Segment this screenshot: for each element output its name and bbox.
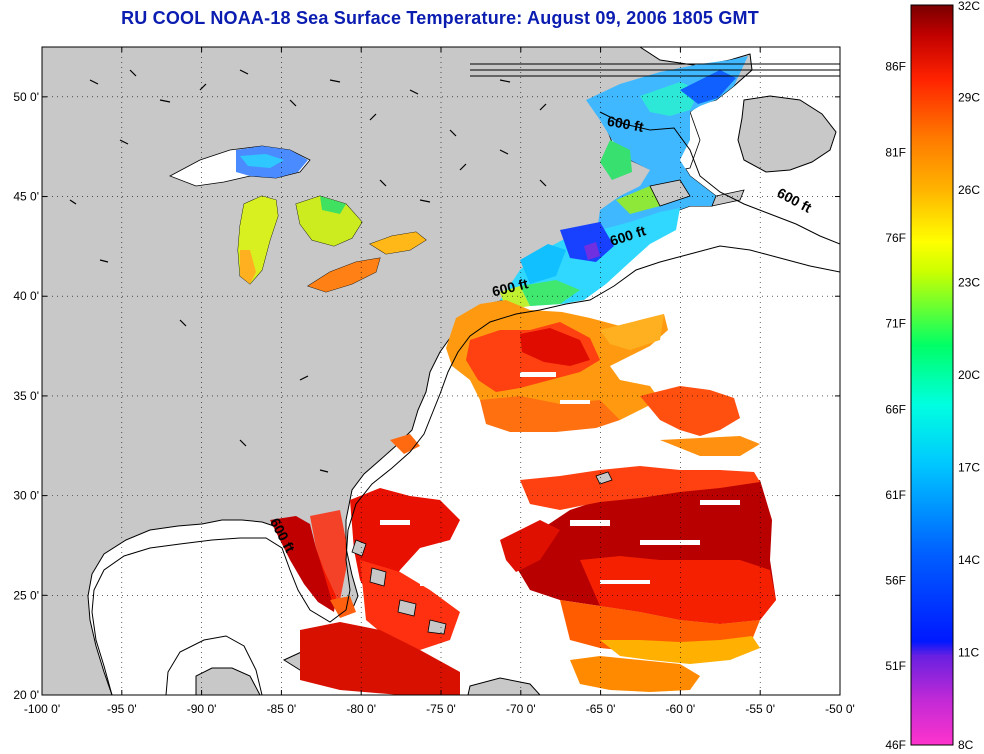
- colorbar-fahrenheit-label: 51F: [885, 659, 906, 673]
- lat-tick-label: 45 0': [13, 190, 39, 204]
- lon-tick-label: -95 0': [107, 702, 137, 716]
- colorbar-fahrenheit-label: 46F: [885, 738, 906, 752]
- lon-tick-label: -90 0': [187, 702, 217, 716]
- contour-label-600ft: 600 ft: [606, 113, 645, 135]
- sst-mid-atlantic: [390, 300, 760, 456]
- land-newfoundland: [737, 95, 837, 173]
- colorbar-celsius-label: 26C: [958, 183, 980, 197]
- colorbar-fahrenheit-label: 71F: [885, 317, 906, 331]
- colorbar-celsius-label: 14C: [958, 553, 980, 567]
- lon-tick-label: -50 0': [825, 702, 855, 716]
- lon-tick-label: -75 0': [426, 702, 456, 716]
- colorbar-celsius-label: 17C: [958, 461, 980, 475]
- bathymetry-contour-600ft: [91, 245, 840, 695]
- colorbar-celsius-label: 20C: [958, 368, 980, 382]
- lon-tick-label: -55 0': [745, 702, 775, 716]
- lon-tick-label: -80 0': [346, 702, 376, 716]
- lat-tick-label: 40 0': [13, 289, 39, 303]
- land-hispaniola: [467, 677, 541, 695]
- colorbar-fahrenheit-label: 56F: [885, 574, 906, 588]
- lon-tick-label: -65 0': [586, 702, 616, 716]
- lon-tick-label: -70 0': [506, 702, 536, 716]
- colorbar-fahrenheit-label: 86F: [885, 60, 906, 74]
- lat-tick-label: 50 0': [13, 90, 39, 104]
- colorbar-fahrenheit-label: 66F: [885, 402, 906, 416]
- colorbar-fahrenheit-label: 76F: [885, 231, 906, 245]
- colorbar-labels: 32C 29C 26C 23C 20C 17C 14C 11C 8C 86F 81F 76F 71F 66…: [885, 0, 980, 752]
- colorbar-celsius-label: 11C: [958, 646, 979, 660]
- land-yucatan: [195, 667, 261, 695]
- colorbar: 32C 29C 26C 23C 20C 17C 14C 11C 8C 86F 81F 76F 71F 66…: [885, 0, 980, 752]
- islands: [351, 179, 745, 635]
- lon-tick-label: -60 0': [666, 702, 696, 716]
- lat-tick-label: 30 0': [13, 489, 39, 503]
- colorbar-fahrenheit-label: 81F: [885, 145, 906, 159]
- lat-tick-label: 35 0': [13, 389, 39, 403]
- colorbar-celsius-label: 32C: [958, 0, 980, 13]
- boundary-lines: [470, 63, 840, 77]
- lon-tick-label: -85 0': [267, 702, 297, 716]
- colorbar-celsius-label: 23C: [958, 276, 980, 290]
- sst-great-lakes: [236, 146, 426, 292]
- lat-tick-label: 20 0': [13, 688, 39, 702]
- lat-tick-label: 25 0': [13, 588, 39, 602]
- bathymetry-contour-600ft-north: [599, 111, 840, 245]
- small-lakes: [69, 69, 547, 473]
- longitude-axis: -100 0' -95 0' -90 0' -85 0' -80 0' -75 0' -70…: [24, 47, 855, 716]
- lon-tick-label: -100 0': [24, 702, 60, 716]
- map-title: RU COOL NOAA-18 Sea Surface Temperature:…: [121, 8, 759, 28]
- map-grid: [42, 47, 840, 695]
- latitude-axis: 20 0' 25 0' 30 0' 35 0' 40 0' 45 0' 50 0': [13, 90, 840, 702]
- colorbar-fahrenheit-label: 61F: [885, 488, 906, 502]
- colorbar-celsius-label: 29C: [958, 91, 980, 105]
- sst-south: [270, 466, 776, 695]
- colorbar-gradient: [910, 4, 954, 746]
- bathymetry-contour-600ft-gulf: [165, 635, 263, 695]
- colorbar-celsius-label: 8C: [958, 738, 974, 752]
- cloud-gaps: [380, 372, 740, 586]
